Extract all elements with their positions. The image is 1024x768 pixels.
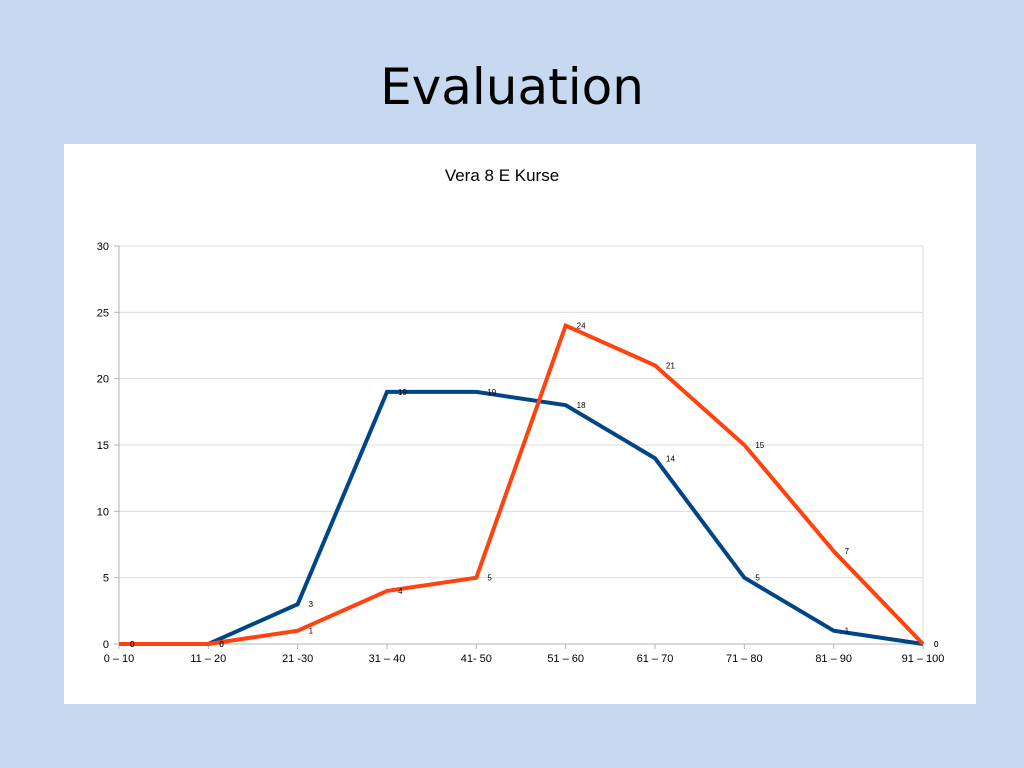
x-tick-label: 41- 50: [461, 653, 492, 665]
x-tick-label: 91 – 100: [902, 653, 945, 665]
chart-title: Vera 8 E Kurse: [445, 166, 559, 185]
data-label: 14: [666, 454, 675, 463]
series-line-1: [119, 389, 924, 646]
chart-panel: Vera 8 E Kurse 0 5 10 15 20 25 30 0 – 10 11 – 20…: [64, 144, 976, 704]
y-tick-label: 0: [103, 639, 109, 651]
data-label: 5: [755, 574, 760, 583]
data-label: 24: [577, 322, 586, 331]
data-label: 15: [755, 441, 764, 450]
y-tick-label: 25: [97, 307, 109, 319]
x-tick-label: 71 – 80: [726, 653, 763, 665]
x-tick-label: 81 – 90: [815, 653, 852, 665]
data-label: 21: [666, 361, 675, 370]
data-label: 0: [934, 640, 939, 649]
y-tick-label: 5: [103, 573, 109, 585]
series-lines: [119, 322, 925, 646]
y-tick-label: 15: [97, 440, 109, 452]
y-tick-label: 10: [97, 506, 109, 518]
data-label: 1: [309, 627, 314, 636]
data-label: 18: [577, 401, 586, 410]
data-label: 0: [219, 640, 224, 649]
x-tick-label: 51 – 60: [547, 653, 584, 665]
x-tick-label: 61 – 70: [637, 653, 674, 665]
data-label: 5: [487, 574, 492, 583]
data-label: 0: [219, 640, 224, 649]
series-line-2: [119, 322, 925, 646]
y-tick-label: 30: [97, 241, 109, 253]
gridlines: [119, 245, 924, 645]
data-label: 0: [934, 640, 939, 649]
x-tick-label: 11 – 20: [190, 653, 226, 665]
data-label: 0: [130, 640, 135, 649]
data-label: 7: [845, 547, 850, 556]
x-tick-label: 31 – 40: [369, 653, 406, 665]
data-label: 19: [487, 388, 496, 397]
x-tick-label: 21 -30: [282, 653, 313, 665]
data-label: 0: [130, 640, 135, 649]
slide-title: Evaluation: [380, 58, 644, 116]
x-tick-label: 0 – 10: [104, 653, 135, 665]
data-label: 1: [845, 627, 850, 636]
y-tick-label: 20: [97, 374, 109, 386]
data-label: 19: [398, 388, 407, 397]
data-label: 3: [309, 600, 314, 609]
data-label: 4: [398, 587, 403, 596]
